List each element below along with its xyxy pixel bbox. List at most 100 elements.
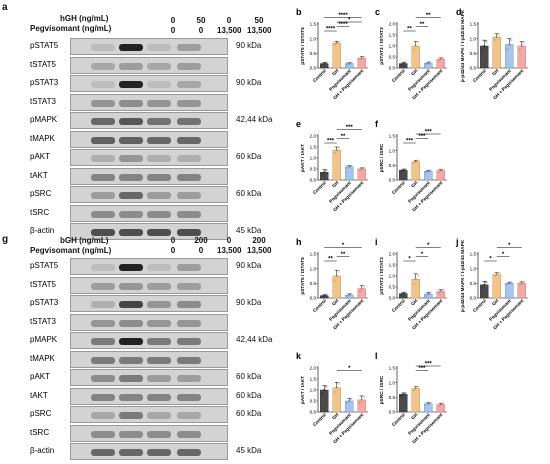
y-tick-label: 1.5 — [389, 134, 396, 139]
blot-band — [147, 174, 171, 181]
blot-label: tSRC — [30, 208, 49, 217]
bar-gh — [333, 276, 341, 298]
condition-value: 13,500 — [247, 26, 271, 35]
blot-band — [91, 137, 115, 144]
kda-label: 60 kDa — [236, 372, 261, 381]
chart-svg: k0.00.51.01.52.0pAKT / tAKTControl GHPegv… — [296, 350, 376, 458]
y-tick-label: 0.0 — [389, 66, 396, 71]
bar-control — [480, 46, 488, 68]
chart-panel-k: k 0.0 0.5 1.0 1.5 2.0 pAKT / tAKT Control GH Pegv… — [296, 350, 376, 458]
blot-band — [91, 264, 115, 271]
significance-label: **** — [326, 26, 336, 32]
blot-strip — [70, 369, 228, 386]
x-tick-label: GH — [331, 412, 340, 421]
panel-g-row1-label: bGH (ng/mL) — [60, 236, 108, 245]
blot-band — [177, 44, 201, 51]
blot-label: pSTAT3 — [30, 298, 58, 307]
y-axis-label: pSRC / tSRC — [379, 143, 385, 172]
blot-label: pAKT — [30, 372, 50, 381]
kda-label: 90 kDa — [236, 78, 261, 87]
blot-label: pMAPK — [30, 115, 57, 124]
blot-band — [119, 412, 143, 419]
blot-band — [91, 301, 115, 308]
blot-strip — [70, 149, 228, 166]
significance-label: ** — [407, 26, 412, 32]
data-point — [363, 56, 365, 58]
blot-label: pSRC — [30, 189, 51, 198]
significance-label: ** — [420, 22, 425, 28]
y-tick-label: 0.0 — [310, 66, 317, 71]
blot-band — [147, 394, 171, 401]
blot-band — [147, 211, 171, 218]
y-tick-label: 1.0 — [389, 380, 396, 385]
blot-band — [119, 63, 143, 70]
chart-letter: h — [296, 237, 302, 247]
kda-label: 45 kDa — [236, 226, 261, 235]
y-axis-label: pSTAT3 / tSTAT3 — [379, 257, 385, 295]
blot-strip — [70, 443, 228, 460]
condition-value: 13,500 — [247, 246, 271, 255]
chart-svg: c0.00.51.01.52.0pSTAT3 / tSTAT3Control GH… — [375, 6, 455, 114]
blot-label: tAKT — [30, 171, 48, 180]
chart-letter: i — [375, 237, 378, 247]
blot-strip — [70, 406, 228, 423]
blot-band — [147, 137, 171, 144]
chart-letter: e — [296, 119, 301, 129]
blot-strip — [70, 258, 228, 275]
y-tick-label: 0.0 — [310, 178, 317, 183]
blot-band — [91, 375, 115, 382]
significance-label: * — [489, 256, 492, 262]
y-tick-label: 1.5 — [389, 33, 396, 38]
significance-label: ** — [328, 256, 333, 262]
y-axis-label: pSTAT5 / tSTAT5 — [300, 257, 306, 295]
blot-band — [119, 118, 143, 125]
blot-band — [91, 100, 115, 107]
blot-band — [147, 44, 171, 51]
chart-svg: h0.00.51.01.5pSTAT5 / tSTAT5Control GHPeg… — [296, 236, 376, 344]
condition-value: 13,500 — [217, 246, 241, 255]
blot-band — [147, 375, 171, 382]
blot-band — [119, 174, 143, 181]
x-tick-label: GH — [410, 180, 419, 189]
blot-band — [119, 137, 143, 144]
bar-gh — [333, 388, 341, 412]
blot-band — [91, 229, 115, 236]
y-tick-label: 1.0 — [310, 36, 317, 41]
x-tick-label: GH — [491, 68, 500, 77]
blot-band — [91, 81, 115, 88]
blot-band — [119, 320, 143, 327]
significance-label: * — [408, 256, 411, 262]
blot-band — [147, 192, 171, 199]
y-tick-label: 1.0 — [310, 266, 317, 271]
blot-strip — [70, 168, 228, 185]
condition-value: 0 — [217, 236, 241, 245]
panel-a-row2-label: Pegvisomant (ng/mL) — [30, 24, 111, 33]
y-tick-label: 0.0 — [310, 410, 317, 415]
blot-strip — [70, 388, 228, 405]
blot-label: tSTAT3 — [30, 317, 56, 326]
blot-band — [177, 283, 201, 290]
blot-band — [177, 81, 201, 88]
significance-label: ** — [341, 252, 346, 258]
significance-label: * — [342, 243, 345, 249]
blot-band — [177, 137, 201, 144]
condition-value: 50 — [247, 16, 271, 25]
blot-band — [177, 394, 201, 401]
y-tick-label: 2.0 — [389, 22, 396, 27]
blot-strip — [70, 295, 228, 312]
kda-label: 90 kDa — [236, 298, 261, 307]
data-point — [442, 289, 444, 291]
chart-panel-j: j 0.0 0.5 1.0 1.5 p-p42/44 MAPK / t-p42/44 MA… — [456, 236, 536, 344]
blot-band — [91, 155, 115, 162]
chart-letter: k — [296, 351, 302, 361]
data-point — [338, 383, 340, 385]
blot-band — [91, 338, 115, 345]
blot-strip — [70, 314, 228, 331]
blot-band — [177, 320, 201, 327]
significance-label: *** — [327, 138, 335, 144]
significance-label: * — [502, 252, 505, 258]
blot-band — [147, 229, 171, 236]
blot-strip — [70, 75, 228, 92]
y-tick-label: 0.0 — [389, 296, 396, 301]
blot-label: tSRC — [30, 428, 49, 437]
